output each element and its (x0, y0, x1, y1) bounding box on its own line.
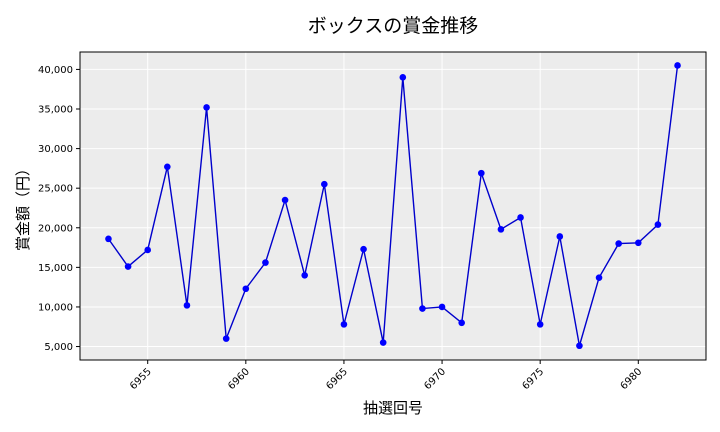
data-point (439, 304, 446, 311)
data-point (498, 226, 505, 233)
data-point (537, 321, 544, 328)
data-point (596, 274, 603, 281)
data-point (458, 319, 465, 326)
y-tick-label: 25,000 (38, 184, 73, 195)
x-tick-label: 6980 (619, 366, 645, 392)
y-axis-label: 賞金額（円） (14, 161, 32, 251)
data-point (341, 321, 348, 328)
y-tick-label: 30,000 (38, 144, 73, 155)
data-point (635, 240, 642, 247)
y-tick-label: 5,000 (44, 342, 73, 353)
data-point (144, 247, 151, 254)
x-tick-label: 6970 (422, 366, 448, 392)
x-tick-label: 6955 (128, 366, 154, 392)
data-point (419, 305, 426, 312)
data-point (360, 246, 367, 253)
data-point (478, 170, 485, 177)
x-tick-label: 6975 (521, 366, 547, 392)
data-point (557, 233, 564, 240)
y-tick-label: 40,000 (38, 65, 73, 76)
data-point (184, 302, 191, 309)
y-tick-label: 35,000 (38, 105, 73, 116)
y-tick-label: 15,000 (38, 263, 73, 274)
data-point (125, 263, 132, 270)
data-point (321, 181, 328, 188)
y-tick-label: 20,000 (38, 223, 73, 234)
chart-title: ボックスの賞金推移 (308, 15, 478, 37)
data-point (517, 214, 524, 221)
data-point (380, 339, 387, 346)
data-point (615, 240, 622, 247)
data-point (400, 74, 407, 81)
data-point (164, 164, 171, 171)
x-tick-label: 6960 (226, 366, 252, 392)
data-point (674, 62, 681, 69)
data-point (203, 104, 210, 111)
data-point (262, 259, 269, 266)
data-point (243, 285, 250, 292)
y-tick-label: 10,000 (38, 302, 73, 313)
x-axis-label: 抽選回号 (363, 399, 423, 417)
x-tick-label: 6965 (324, 366, 350, 392)
data-point (576, 342, 583, 349)
data-point (655, 221, 662, 228)
data-point (282, 197, 289, 204)
data-point (223, 335, 230, 342)
data-point (301, 272, 308, 279)
data-point (105, 236, 112, 243)
